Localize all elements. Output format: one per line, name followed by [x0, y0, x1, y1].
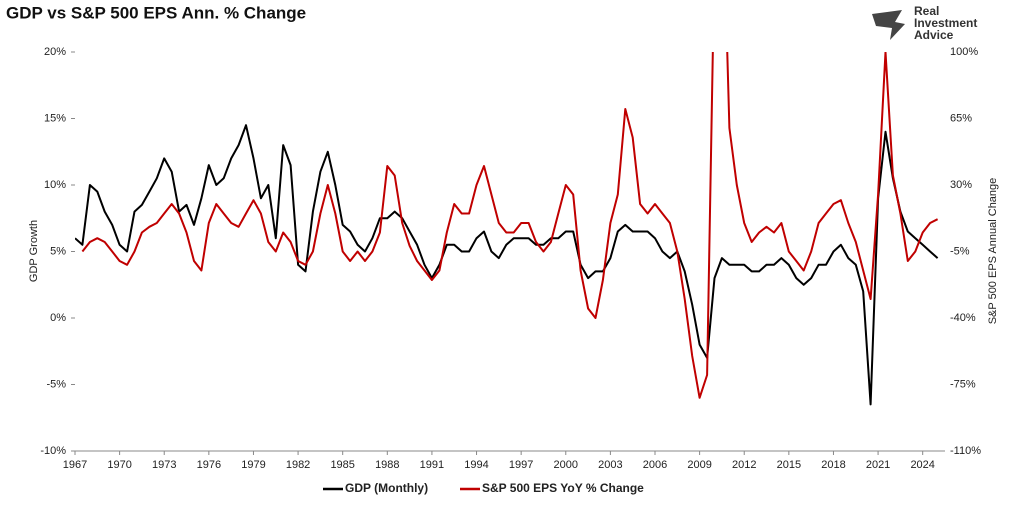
y-tick-label: 5% — [50, 245, 66, 257]
x-tick-label: 1973 — [152, 459, 176, 471]
x-tick-label: 2018 — [821, 459, 845, 471]
chart-title: GDP vs S&P 500 EPS Ann. % Change — [6, 3, 306, 22]
logo-text: Investment — [914, 16, 977, 30]
legend-label: GDP (Monthly) — [345, 481, 428, 495]
series-line — [75, 124, 939, 406]
x-tick-label: 1994 — [464, 459, 488, 471]
y-tick-label: 15% — [44, 112, 66, 124]
y2-tick-label: 30% — [950, 179, 972, 191]
logo-text: Advice — [914, 28, 954, 42]
x-tick-label: 2000 — [554, 459, 578, 471]
series-line — [81, 52, 939, 399]
y2-tick-label: -75% — [950, 378, 976, 390]
y2-tick-label: -40% — [950, 312, 976, 324]
y-tick-label: 0% — [50, 312, 66, 324]
logo-text: Real — [914, 4, 939, 18]
x-tick-label: 1976 — [197, 459, 221, 471]
x-tick-label: 1988 — [375, 459, 399, 471]
x-tick-label: 2015 — [777, 459, 801, 471]
x-tick-label: 1982 — [286, 459, 310, 471]
x-tick-label: 1997 — [509, 459, 533, 471]
y-tick-label: -5% — [46, 378, 66, 390]
y-tick-label: -10% — [40, 445, 66, 457]
x-tick-label: 2024 — [910, 459, 934, 471]
x-tick-label: 1979 — [241, 459, 265, 471]
logo-icon — [872, 10, 905, 40]
x-tick-label: 1967 — [63, 459, 87, 471]
y2-tick-label: 65% — [950, 112, 972, 124]
x-tick-label: 2012 — [732, 459, 756, 471]
x-tick-label: 2021 — [866, 459, 890, 471]
x-tick-label: 1970 — [107, 459, 131, 471]
x-tick-label: 1991 — [420, 459, 444, 471]
y2-tick-label: -5% — [950, 245, 970, 257]
x-tick-label: 1985 — [330, 459, 354, 471]
y2-tick-label: 100% — [950, 46, 978, 58]
y-tick-label: 10% — [44, 179, 66, 191]
x-tick-label: 2009 — [687, 459, 711, 471]
y-tick-label: 20% — [44, 46, 66, 58]
y2-axis-label: S&P 500 EPS Annual Change — [987, 178, 999, 325]
y-axis-label: GDP Growth — [28, 220, 40, 282]
y2-tick-label: -110% — [950, 445, 981, 457]
x-tick-label: 2003 — [598, 459, 622, 471]
legend-label: S&P 500 EPS YoY % Change — [482, 481, 644, 495]
x-tick-label: 2006 — [643, 459, 667, 471]
